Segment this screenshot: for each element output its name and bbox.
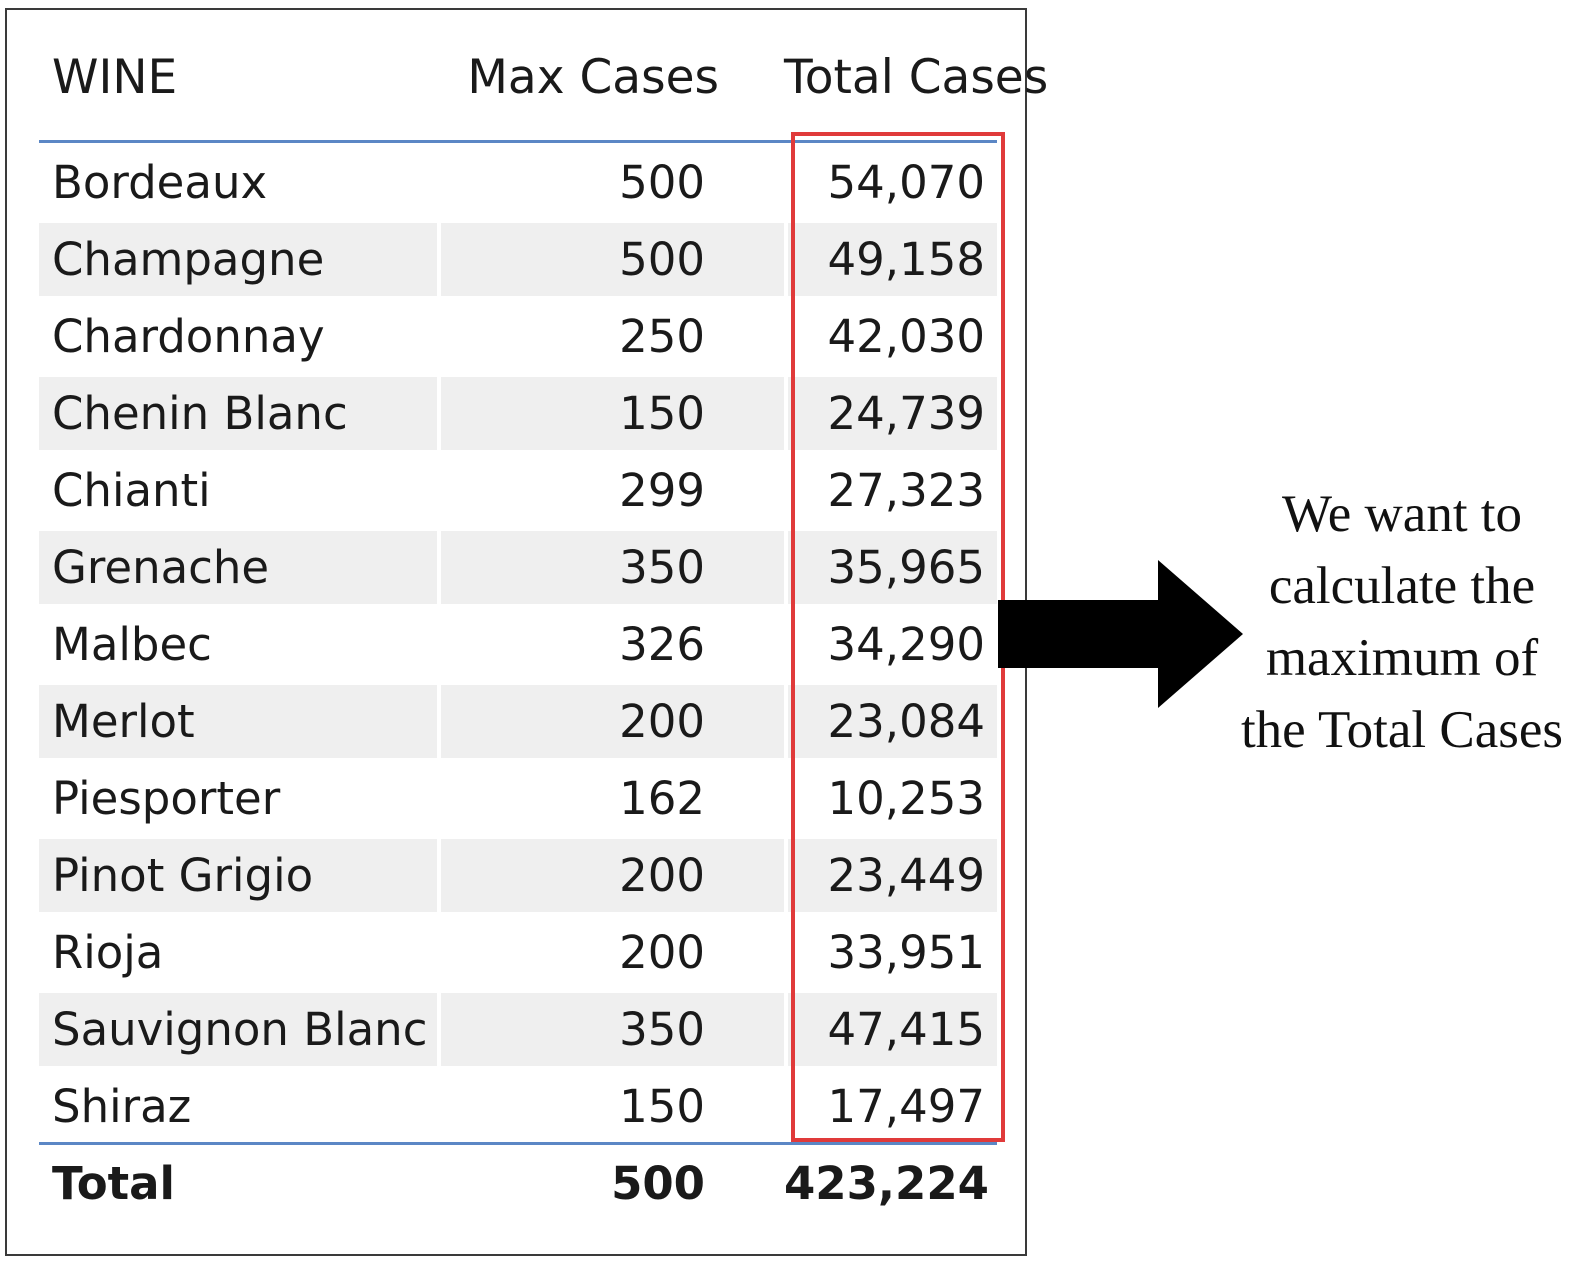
cell-max-cases: 250 [619, 310, 705, 363]
cell-wine: Chianti [52, 464, 211, 517]
annotation-line-4: the Total Cases [1240, 701, 1564, 759]
cell-total-cases: 42,030 [827, 310, 985, 363]
table-row[interactable]: Pinot Grigio 200 23,449 [39, 837, 997, 914]
cell-wine: Rioja [52, 926, 164, 979]
row-stripe [39, 223, 437, 296]
cell-wine: Merlot [52, 695, 195, 748]
row-stripe [788, 223, 997, 296]
column-header-total-cases[interactable]: Total Cases [784, 50, 1049, 105]
cell-max-cases: 200 [619, 926, 705, 979]
table-row[interactable]: Champagne 500 49,158 [39, 221, 997, 298]
total-max-cases: 500 [611, 1157, 705, 1210]
wine-table: WINE Max Cases Total Cases Bordeaux 500 54… [39, 40, 1049, 1222]
annotation-line-3: maximum of [1265, 629, 1539, 687]
cell-max-cases: 150 [619, 387, 705, 440]
total-row: Total 500 423,224 [39, 1142, 997, 1222]
cell-total-cases: 23,449 [827, 849, 985, 902]
table-row[interactable]: Grenache 350 35,965 [39, 529, 997, 606]
row-stripe [788, 685, 997, 758]
cell-max-cases: 299 [619, 464, 705, 517]
annotation-text: We want to calculate the maximum of the … [1210, 478, 1594, 766]
cell-total-cases: 47,415 [827, 1003, 985, 1056]
cell-total-cases: 23,084 [827, 695, 985, 748]
annotation-line-2: calculate the [1268, 557, 1536, 615]
total-total-cases: 423,224 [784, 1157, 989, 1210]
row-stripe [788, 839, 997, 912]
cell-wine: Chardonnay [52, 310, 325, 363]
table-row[interactable]: Malbec 326 34,290 [39, 606, 997, 683]
row-stripe [39, 685, 437, 758]
cell-wine: Malbec [52, 618, 212, 671]
cell-max-cases: 200 [619, 695, 705, 748]
cell-max-cases: 500 [619, 233, 705, 286]
cell-total-cases: 24,739 [827, 387, 985, 440]
cell-total-cases: 49,158 [827, 233, 985, 286]
cell-wine: Piesporter [52, 772, 281, 825]
row-stripe [39, 531, 437, 604]
row-stripe [441, 223, 784, 296]
column-header-max-cases[interactable]: Max Cases [467, 50, 719, 105]
total-label: Total [52, 1157, 175, 1210]
cell-wine: Chenin Blanc [52, 387, 348, 440]
right-arrow-icon [998, 560, 1243, 708]
cell-total-cases: 27,323 [827, 464, 985, 517]
cell-total-cases: 54,070 [827, 156, 985, 209]
header-divider [39, 140, 997, 143]
table-body: Bordeaux 500 54,070 Champagne 500 49,158 Chard… [39, 144, 997, 1145]
annotation-line-1: We want to [1281, 485, 1523, 543]
cell-wine: Grenache [52, 541, 270, 594]
row-stripe [441, 993, 784, 1066]
total-divider [39, 1142, 997, 1145]
row-stripe [441, 685, 784, 758]
table-row[interactable]: Rioja 200 33,951 [39, 914, 997, 991]
row-stripe [441, 839, 784, 912]
table-row[interactable]: Chianti 299 27,323 [39, 452, 997, 529]
table-row[interactable]: Sauvignon Blanc 350 47,415 [39, 991, 997, 1068]
table-row[interactable]: Merlot 200 23,084 [39, 683, 997, 760]
row-stripe [788, 993, 997, 1066]
table-row[interactable]: Bordeaux 500 54,070 [39, 144, 997, 221]
table-row[interactable]: Chardonnay 250 42,030 [39, 298, 997, 375]
row-stripe [39, 377, 437, 450]
column-header-wine[interactable]: WINE [52, 50, 178, 105]
table-visual-frame: WINE Max Cases Total Cases Bordeaux 500 54… [5, 8, 1049, 1256]
cell-max-cases: 500 [619, 156, 705, 209]
row-stripe [788, 377, 997, 450]
row-stripe [441, 377, 784, 450]
table-row[interactable]: Chenin Blanc 150 24,739 [39, 375, 997, 452]
cell-total-cases: 17,497 [827, 1080, 985, 1133]
cell-total-cases: 33,951 [827, 926, 985, 979]
cell-wine: Champagne [52, 233, 325, 286]
cell-max-cases: 350 [619, 541, 705, 594]
row-stripe [39, 993, 437, 1066]
row-stripe [788, 531, 997, 604]
table-row[interactable]: Piesporter 162 10,253 [39, 760, 997, 837]
cell-max-cases: 200 [619, 849, 705, 902]
cell-max-cases: 150 [619, 1080, 705, 1133]
cell-wine: Bordeaux [52, 156, 268, 209]
cell-total-cases: 10,253 [827, 772, 985, 825]
cell-max-cases: 350 [619, 1003, 705, 1056]
table-row[interactable]: Shiraz 150 17,497 [39, 1068, 997, 1145]
cell-total-cases: 35,965 [827, 541, 985, 594]
table-header: WINE Max Cases Total Cases [39, 40, 1049, 144]
row-stripe [39, 839, 437, 912]
cell-wine: Sauvignon Blanc [52, 1003, 428, 1056]
cell-max-cases: 326 [619, 618, 705, 671]
cell-total-cases: 34,290 [827, 618, 985, 671]
row-stripe [441, 531, 784, 604]
cell-wine: Shiraz [52, 1080, 192, 1133]
cell-wine: Pinot Grigio [52, 849, 314, 902]
cell-max-cases: 162 [619, 772, 705, 825]
